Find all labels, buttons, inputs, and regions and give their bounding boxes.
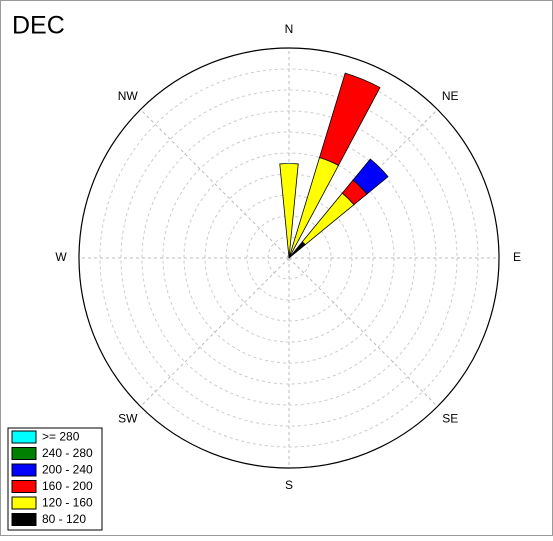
direction-label: N	[285, 22, 294, 36]
legend-label: >= 280	[42, 430, 80, 444]
legend-swatch	[12, 448, 36, 460]
legend-swatch	[12, 481, 36, 493]
legend-label: 160 - 200	[42, 479, 93, 493]
direction-label: NE	[442, 89, 459, 103]
legend-swatch	[12, 431, 36, 443]
legend-swatch	[12, 497, 36, 509]
legend-label: 200 - 240	[42, 463, 93, 477]
legend-label: 240 - 280	[42, 446, 93, 460]
direction-label: NW	[118, 89, 139, 103]
legend-swatch	[12, 514, 36, 526]
legend: >= 280 240 - 280 200 - 240 160 - 200 120 - 1…	[8, 428, 102, 530]
chart-title: DEC	[12, 12, 65, 40]
direction-label: SE	[442, 411, 458, 425]
direction-label: SW	[118, 411, 138, 425]
direction-label: W	[55, 250, 67, 264]
legend-swatch	[12, 464, 36, 476]
legend-label: 120 - 160	[42, 496, 93, 510]
direction-label: S	[285, 478, 293, 492]
direction-label: E	[513, 250, 521, 264]
legend-label: 80 - 120	[42, 512, 86, 526]
